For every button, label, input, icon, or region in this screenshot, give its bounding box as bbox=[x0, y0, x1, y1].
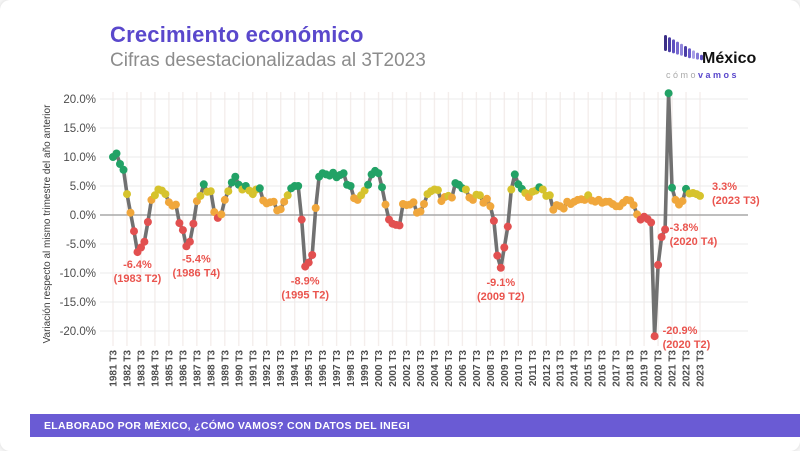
mexico-como-vamos-logo: México cómovamos bbox=[650, 34, 780, 86]
svg-text:2016 T3: 2016 T3 bbox=[598, 350, 609, 387]
svg-text:2007 T3: 2007 T3 bbox=[472, 350, 483, 387]
svg-text:3.3%(2023 T3): 3.3% (2023 T3) bbox=[712, 181, 760, 207]
svg-text:1991 T3: 1991 T3 bbox=[248, 350, 259, 387]
svg-text:5.0%: 5.0% bbox=[70, 181, 96, 193]
svg-text:1998 T3: 1998 T3 bbox=[346, 350, 357, 387]
svg-text:2004 T3: 2004 T3 bbox=[430, 350, 441, 387]
svg-text:-9.1%(2009 T2): -9.1% (2009 T2) bbox=[477, 277, 525, 303]
svg-text:1987 T3: 1987 T3 bbox=[192, 350, 203, 387]
svg-text:-5.0%: -5.0% bbox=[66, 239, 96, 251]
svg-text:2008 T3: 2008 T3 bbox=[486, 350, 497, 387]
svg-text:-8.9%(1995 T2): -8.9% (1995 T2) bbox=[281, 276, 329, 302]
svg-text:-15.0%: -15.0% bbox=[60, 297, 96, 309]
svg-text:0.0%: 0.0% bbox=[70, 210, 96, 222]
svg-text:-3.8%(2020 T4): -3.8% (2020 T4) bbox=[670, 222, 718, 248]
svg-text:-10.0%: -10.0% bbox=[60, 268, 96, 280]
svg-text:2023 T3: 2023 T3 bbox=[696, 350, 707, 387]
footer-bar: ELABORADO POR MÉXICO, ¿CÓMO VAMOS? CON D… bbox=[30, 414, 800, 437]
svg-text:1981 T3: 1981 T3 bbox=[109, 350, 120, 387]
logo-wordmark: México bbox=[702, 50, 757, 67]
svg-text:2002 T3: 2002 T3 bbox=[402, 350, 413, 387]
svg-text:2017 T3: 2017 T3 bbox=[612, 350, 623, 387]
svg-text:1993 T3: 1993 T3 bbox=[276, 350, 287, 387]
svg-text:1999 T3: 1999 T3 bbox=[360, 350, 371, 387]
svg-text:2022 T3: 2022 T3 bbox=[682, 350, 693, 387]
svg-text:2018 T3: 2018 T3 bbox=[626, 350, 637, 387]
svg-text:1985 T3: 1985 T3 bbox=[164, 350, 175, 387]
svg-text:1989 T3: 1989 T3 bbox=[220, 350, 231, 387]
page-title: Crecimiento económico bbox=[110, 22, 364, 47]
x-axis-tick-labels: 1981 T3 1982 T3 1983 T3 1984 T3 1985 T3 1986 … bbox=[109, 350, 707, 387]
svg-text:2011 T3: 2011 T3 bbox=[528, 350, 539, 387]
logo-tagline-como: cómo bbox=[666, 70, 699, 80]
svg-text:15.0%: 15.0% bbox=[63, 123, 96, 135]
svg-text:2003 T3: 2003 T3 bbox=[416, 350, 427, 387]
page-subtitle: Cifras desestacionalizadas al 3T2023 bbox=[110, 50, 426, 71]
svg-text:2009 T3: 2009 T3 bbox=[500, 350, 511, 387]
svg-text:1982 T3: 1982 T3 bbox=[122, 350, 133, 387]
svg-text:-20.0%: -20.0% bbox=[60, 326, 96, 338]
svg-text:2021 T3: 2021 T3 bbox=[668, 350, 679, 387]
svg-text:20.0%: 20.0% bbox=[63, 94, 96, 106]
svg-text:1995 T3: 1995 T3 bbox=[304, 350, 315, 387]
svg-text:10.0%: 10.0% bbox=[63, 152, 96, 164]
svg-text:1994 T3: 1994 T3 bbox=[290, 350, 301, 387]
svg-text:2019 T3: 2019 T3 bbox=[640, 350, 651, 387]
y-axis-title: Variación respecto al mismo trimestre de… bbox=[42, 104, 53, 343]
svg-text:-20.9%(2020 T2): -20.9% (2020 T2) bbox=[663, 325, 711, 351]
svg-text:1983 T3: 1983 T3 bbox=[136, 350, 147, 387]
logo-bars-icon bbox=[664, 35, 703, 61]
svg-text:1997 T3: 1997 T3 bbox=[332, 350, 343, 387]
svg-text:2020 T3: 2020 T3 bbox=[654, 350, 665, 387]
svg-text:2010 T3: 2010 T3 bbox=[514, 350, 525, 387]
data-points bbox=[109, 89, 704, 341]
svg-text:1984 T3: 1984 T3 bbox=[150, 350, 161, 387]
svg-text:-6.4%(1983 T2): -6.4% (1983 T2) bbox=[114, 259, 162, 285]
svg-text:2000 T3: 2000 T3 bbox=[374, 350, 385, 387]
svg-text:2015 T3: 2015 T3 bbox=[584, 350, 595, 387]
svg-text:2006 T3: 2006 T3 bbox=[458, 350, 469, 387]
svg-text:1988 T3: 1988 T3 bbox=[206, 350, 217, 387]
svg-text:2001 T3: 2001 T3 bbox=[388, 350, 399, 387]
svg-text:2012 T3: 2012 T3 bbox=[542, 350, 553, 387]
svg-text:1986 T3: 1986 T3 bbox=[178, 350, 189, 387]
svg-text:1990 T3: 1990 T3 bbox=[234, 350, 245, 387]
svg-text:1992 T3: 1992 T3 bbox=[262, 350, 273, 387]
vertical-gridlines bbox=[112, 92, 701, 346]
svg-text:1996 T3: 1996 T3 bbox=[318, 350, 329, 387]
annotations: -6.4% (1983 T2) -5.4% (1986 T4) -8.9% (1995 T… bbox=[114, 181, 760, 351]
logo-tagline-vamos: vamos bbox=[698, 70, 740, 80]
svg-text:2014 T3: 2014 T3 bbox=[570, 350, 581, 387]
svg-text:-5.4%(1986 T4): -5.4% (1986 T4) bbox=[173, 253, 221, 279]
logo-tagline: cómovamos bbox=[666, 70, 739, 80]
svg-text:2013 T3: 2013 T3 bbox=[556, 350, 567, 387]
svg-text:2005 T3: 2005 T3 bbox=[444, 350, 455, 387]
footer-text: ELABORADO POR MÉXICO, ¿CÓMO VAMOS? CON D… bbox=[44, 419, 411, 432]
y-axis-tick-labels: 20.0% 15.0% 10.0% 5.0% 0.0% -5.0% -10.0% -15.0%… bbox=[60, 94, 96, 338]
